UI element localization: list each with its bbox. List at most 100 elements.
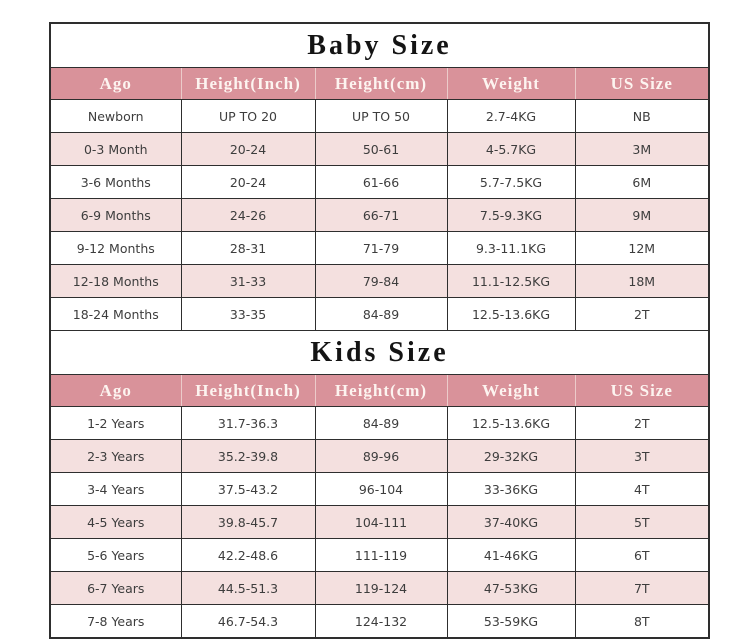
height-inch-cell: 31-33: [180, 264, 316, 298]
height-inch-cell: 37.5-43.2: [180, 472, 316, 506]
height-inch-cell: UP TO 20: [180, 99, 316, 133]
us-size-cell: 6T: [574, 538, 710, 572]
age-cell: 5-6 Years: [49, 538, 182, 572]
kids-header-row: Ago Height(Inch) Height(cm) Weight US Si…: [49, 374, 710, 407]
us-size-cell: 7T: [574, 571, 710, 605]
height-inch-cell: 35.2-39.8: [180, 439, 316, 473]
age-cell: 3-4 Years: [49, 472, 182, 506]
age-cell: Newborn: [49, 99, 182, 133]
us-size-cell: 2T: [574, 406, 710, 440]
height-inch-cell: 42.2-48.6: [180, 538, 316, 572]
age-cell: 3-6 Months: [49, 165, 182, 199]
age-cell: 2-3 Years: [49, 439, 182, 473]
kids-title-row: Kids Size: [49, 330, 710, 375]
weight-cell: 33-36KG: [446, 472, 576, 506]
height-inch-cell: 39.8-45.7: [180, 505, 316, 539]
age-cell: 1-2 Years: [49, 406, 182, 440]
weight-cell: 9.3-11.1KG: [446, 231, 576, 265]
column-header-us-size: US Size: [574, 67, 710, 100]
age-cell: 0-3 Month: [49, 132, 182, 166]
table-row: 3-4 Years 37.5-43.2 96-104 33-36KG 4T: [49, 472, 710, 506]
age-cell: 9-12 Months: [49, 231, 182, 265]
weight-cell: 53-59KG: [446, 604, 576, 639]
kids-size-title: Kids Size: [49, 330, 710, 375]
table-row: 9-12 Months 28-31 71-79 9.3-11.1KG 12M: [49, 231, 710, 265]
us-size-cell: 3M: [574, 132, 710, 166]
table-row: 12-18 Months 31-33 79-84 11.1-12.5KG 18M: [49, 264, 710, 298]
column-header-ago: Ago: [49, 67, 182, 100]
us-size-cell: 9M: [574, 198, 710, 232]
table-row: 0-3 Month 20-24 50-61 4-5.7KG 3M: [49, 132, 710, 166]
column-header-weight: Weight: [446, 374, 576, 407]
height-cm-cell: 61-66: [314, 165, 448, 199]
baby-title-row: Baby Size: [49, 22, 710, 68]
height-cm-cell: 84-89: [314, 297, 448, 331]
height-cm-cell: 111-119: [314, 538, 448, 572]
height-cm-cell: 104-111: [314, 505, 448, 539]
us-size-cell: 8T: [574, 604, 710, 639]
height-inch-cell: 20-24: [180, 165, 316, 199]
us-size-cell: 6M: [574, 165, 710, 199]
age-cell: 12-18 Months: [49, 264, 182, 298]
weight-cell: 7.5-9.3KG: [446, 198, 576, 232]
table-row: 4-5 Years 39.8-45.7 104-111 37-40KG 5T: [49, 505, 710, 539]
weight-cell: 11.1-12.5KG: [446, 264, 576, 298]
table-row: 18-24 Months 33-35 84-89 12.5-13.6KG 2T: [49, 297, 710, 331]
height-cm-cell: 89-96: [314, 439, 448, 473]
height-cm-cell: 71-79: [314, 231, 448, 265]
age-cell: 7-8 Years: [49, 604, 182, 639]
baby-size-title: Baby Size: [49, 22, 710, 68]
table-row: 5-6 Years 42.2-48.6 111-119 41-46KG 6T: [49, 538, 710, 572]
column-header-height-cm: Height(cm): [314, 374, 448, 407]
height-cm-cell: 96-104: [314, 472, 448, 506]
weight-cell: 12.5-13.6KG: [446, 406, 576, 440]
size-chart: Baby Size Ago Height(Inch) Height(cm) We…: [49, 22, 711, 639]
baby-header-row: Ago Height(Inch) Height(cm) Weight US Si…: [49, 67, 710, 100]
height-inch-cell: 44.5-51.3: [180, 571, 316, 605]
age-cell: 6-9 Months: [49, 198, 182, 232]
weight-cell: 5.7-7.5KG: [446, 165, 576, 199]
weight-cell: 4-5.7KG: [446, 132, 576, 166]
column-header-height-inch: Height(Inch): [180, 67, 316, 100]
height-inch-cell: 20-24: [180, 132, 316, 166]
weight-cell: 41-46KG: [446, 538, 576, 572]
column-header-ago: Ago: [49, 374, 182, 407]
height-cm-cell: 50-61: [314, 132, 448, 166]
us-size-cell: 18M: [574, 264, 710, 298]
us-size-cell: 2T: [574, 297, 710, 331]
us-size-cell: 3T: [574, 439, 710, 473]
age-cell: 4-5 Years: [49, 505, 182, 539]
table-row: 3-6 Months 20-24 61-66 5.7-7.5KG 6M: [49, 165, 710, 199]
us-size-cell: NB: [574, 99, 710, 133]
weight-cell: 2.7-4KG: [446, 99, 576, 133]
height-inch-cell: 46.7-54.3: [180, 604, 316, 639]
table-row: 6-7 Years 44.5-51.3 119-124 47-53KG 7T: [49, 571, 710, 605]
height-cm-cell: 66-71: [314, 198, 448, 232]
height-cm-cell: 84-89: [314, 406, 448, 440]
table-row: 7-8 Years 46.7-54.3 124-132 53-59KG 8T: [49, 604, 710, 639]
height-cm-cell: 79-84: [314, 264, 448, 298]
table-row: 2-3 Years 35.2-39.8 89-96 29-32KG 3T: [49, 439, 710, 473]
height-inch-cell: 28-31: [180, 231, 316, 265]
table-row: 6-9 Months 24-26 66-71 7.5-9.3KG 9M: [49, 198, 710, 232]
size-chart-table: Baby Size Ago Height(Inch) Height(cm) We…: [49, 22, 711, 639]
column-header-height-inch: Height(Inch): [180, 374, 316, 407]
weight-cell: 37-40KG: [446, 505, 576, 539]
height-inch-cell: 24-26: [180, 198, 316, 232]
age-cell: 18-24 Months: [49, 297, 182, 331]
weight-cell: 47-53KG: [446, 571, 576, 605]
us-size-cell: 5T: [574, 505, 710, 539]
column-header-weight: Weight: [446, 67, 576, 100]
column-header-us-size: US Size: [574, 374, 710, 407]
column-header-height-cm: Height(cm): [314, 67, 448, 100]
height-cm-cell: UP TO 50: [314, 99, 448, 133]
height-inch-cell: 33-35: [180, 297, 316, 331]
us-size-cell: 4T: [574, 472, 710, 506]
height-inch-cell: 31.7-36.3: [180, 406, 316, 440]
us-size-cell: 12M: [574, 231, 710, 265]
table-row: 1-2 Years 31.7-36.3 84-89 12.5-13.6KG 2T: [49, 406, 710, 440]
weight-cell: 12.5-13.6KG: [446, 297, 576, 331]
weight-cell: 29-32KG: [446, 439, 576, 473]
age-cell: 6-7 Years: [49, 571, 182, 605]
height-cm-cell: 119-124: [314, 571, 448, 605]
